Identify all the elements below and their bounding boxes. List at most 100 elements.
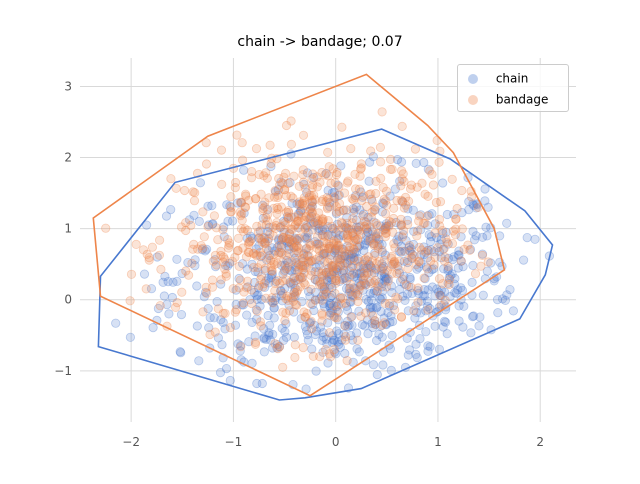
scatter-point xyxy=(233,245,243,255)
scatter-point xyxy=(278,233,288,243)
scatter-point xyxy=(374,329,384,339)
scatter-point xyxy=(323,358,333,368)
scatter-point xyxy=(329,344,339,355)
scatter-point xyxy=(238,243,248,253)
scatter-point xyxy=(436,253,446,263)
scatter-point xyxy=(248,248,258,258)
scatter-point xyxy=(341,205,352,215)
scatter-point xyxy=(166,205,176,215)
scatter-point xyxy=(438,322,448,332)
scatter-point xyxy=(302,250,312,261)
scatter-point xyxy=(347,194,357,204)
scatter-point xyxy=(226,207,236,217)
scatter-point xyxy=(299,250,309,260)
scatter-point xyxy=(259,334,269,344)
scatter-point xyxy=(405,184,416,194)
scatter-point xyxy=(367,234,377,244)
scatter-point xyxy=(451,214,461,224)
scatter-point xyxy=(340,320,350,331)
scatter-point xyxy=(320,291,330,301)
scatter-point xyxy=(356,159,366,169)
scatter-point xyxy=(263,273,274,283)
x-tick-label: 1 xyxy=(434,435,442,449)
scatter-point xyxy=(303,335,313,345)
scatter-point xyxy=(204,323,214,333)
scatter-point xyxy=(368,288,378,298)
scatter-point xyxy=(336,161,346,171)
scatter-point xyxy=(418,218,429,229)
scatter-point xyxy=(353,296,363,307)
scatter-point xyxy=(457,185,467,196)
scatter-point xyxy=(328,239,338,249)
scatter-point xyxy=(371,303,381,313)
scatter-point xyxy=(250,337,260,347)
scatter-point xyxy=(264,330,274,340)
scatter-point xyxy=(419,157,429,168)
scatter-point xyxy=(420,189,430,199)
scatter-point xyxy=(281,264,292,274)
legend: chain bandage xyxy=(457,64,569,112)
scatter-point xyxy=(300,322,310,332)
scatter-point xyxy=(327,270,337,280)
scatter-point xyxy=(318,231,328,241)
legend-entry-chain: chain xyxy=(468,70,528,86)
scatter-point xyxy=(286,293,296,303)
scatter-point xyxy=(394,246,404,256)
scatter-point xyxy=(411,301,421,311)
scatter-point xyxy=(344,245,355,256)
scatter-point xyxy=(380,222,391,232)
scatter-point xyxy=(345,287,355,297)
scatter-point xyxy=(356,229,366,239)
scatter-point xyxy=(318,222,328,232)
scatter-point xyxy=(355,164,366,174)
scatter-point xyxy=(320,345,331,355)
scatter-point xyxy=(423,285,433,295)
scatter-point xyxy=(434,274,445,284)
scatter-point xyxy=(379,268,389,278)
scatter-point xyxy=(366,146,376,156)
scatter-point xyxy=(440,287,450,297)
legend-marker-chain xyxy=(468,73,478,84)
scatter-point xyxy=(294,243,304,253)
scatter-point xyxy=(278,232,288,242)
scatter-point xyxy=(279,185,290,195)
scatter-point xyxy=(352,225,362,235)
scatter-point xyxy=(319,284,329,294)
scatter-point xyxy=(322,274,332,285)
scatter-point xyxy=(277,249,287,259)
scatter-point xyxy=(256,189,266,199)
scatter-point xyxy=(196,241,206,251)
scatter-point xyxy=(365,303,375,313)
scatter-point xyxy=(333,241,343,251)
scatter-point xyxy=(181,225,191,236)
scatter-point xyxy=(394,265,404,275)
scatter-point xyxy=(219,232,229,242)
legend-marker-bandage xyxy=(468,94,478,105)
scatter-point xyxy=(386,253,396,263)
scatter-point xyxy=(251,244,261,254)
scatter-point xyxy=(422,264,433,274)
scatter-point xyxy=(341,301,352,311)
scatter-point xyxy=(268,329,278,339)
scatter-point xyxy=(343,176,353,186)
scatter-point xyxy=(319,248,329,259)
scatter-point xyxy=(372,302,382,312)
scatter-point xyxy=(397,197,408,207)
scatter-point xyxy=(280,168,291,178)
scatter-point xyxy=(367,196,377,207)
scatter-point xyxy=(383,276,393,286)
scatter-point xyxy=(367,269,377,279)
scatter-point xyxy=(372,369,382,380)
scatter-point xyxy=(317,229,327,240)
scatter-point xyxy=(314,245,324,256)
scatter-point xyxy=(223,216,233,226)
scatter-point xyxy=(319,243,330,254)
scatter-point xyxy=(344,288,354,299)
scatter-point xyxy=(337,244,347,254)
scatter-point xyxy=(454,316,464,326)
scatter-point xyxy=(315,322,326,332)
scatter-point xyxy=(318,216,328,226)
scatter-point xyxy=(396,312,407,322)
scatter-point xyxy=(266,262,276,272)
scatter-point xyxy=(352,328,362,338)
